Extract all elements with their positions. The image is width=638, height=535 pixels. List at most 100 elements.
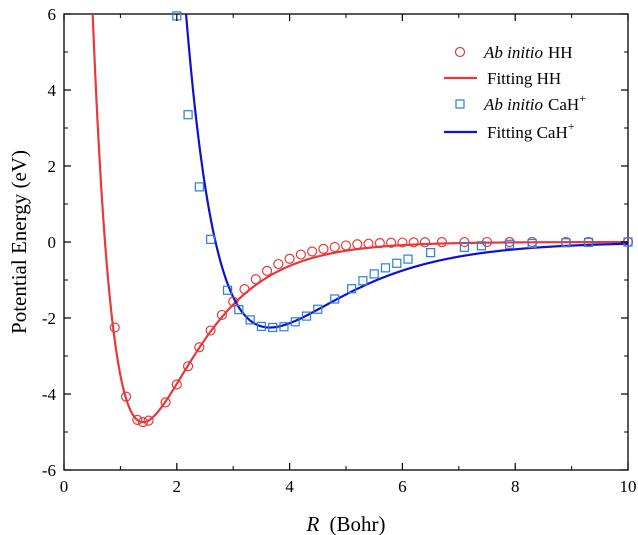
cah-data-point (476, 241, 486, 251)
hh-data-point (408, 237, 419, 248)
legend-label: Fitting CaH+ (487, 119, 575, 142)
cah-data-point (561, 238, 571, 248)
hh-data-point (273, 258, 284, 270)
cah-data-point (183, 110, 193, 120)
cah-data-point (279, 322, 289, 332)
cah-data-point (426, 248, 436, 258)
y-tick-label: 0 (48, 233, 57, 252)
hh-data-point (419, 237, 431, 248)
cah-data-point (358, 276, 368, 286)
hh-data-point (363, 238, 374, 249)
data-markers (109, 11, 634, 428)
cah-data-point (380, 263, 391, 273)
legend-item-hh-fit: Fitting HH (444, 69, 561, 88)
cah-data-point (504, 239, 515, 249)
hh-data-point (284, 253, 295, 264)
cah-data-point (194, 182, 204, 192)
legend-label-superscript: + (568, 119, 575, 133)
cah-data-point (583, 237, 594, 247)
hh-data-point (143, 415, 154, 426)
hh-data-point (132, 414, 143, 425)
cah-data-point (403, 254, 413, 264)
hh-data-point (318, 243, 329, 254)
cah-data-point (290, 317, 300, 327)
cah-data-point (330, 294, 340, 304)
ticks: 0 2 4 6 8 10 -6 -4 -2 0 2 4 6 (42, 5, 637, 496)
hh-fit-line (91, 14, 628, 424)
hh-data-point (307, 246, 318, 257)
x-tick-label: 6 (398, 477, 407, 496)
cah-data-point (234, 305, 244, 315)
legend-label: Ab initio HH (483, 43, 573, 62)
x-axis-title-variable: R (305, 512, 319, 535)
hh-data-point (250, 274, 261, 285)
cah-data-point (268, 322, 278, 333)
cah-fit-line (184, 14, 628, 329)
cah-data-point (301, 311, 312, 321)
hh-data-point (171, 379, 182, 390)
x-tick-label: 8 (511, 477, 520, 496)
hh-data-point (137, 417, 149, 428)
legend-item-cah-fit: Fitting CaH+ (444, 119, 575, 142)
hh-data-point (340, 240, 352, 251)
cah-data-point (459, 242, 470, 252)
hh-data-point (436, 237, 447, 248)
x-axis-title-unit: (Bohr) (330, 512, 386, 535)
legend-item-hh-points: Ab initio HH (454, 43, 573, 62)
cah-data-point (527, 238, 537, 249)
hh-data-point (295, 249, 306, 260)
svg-text:R (Bohr): R (Bohr) (305, 512, 385, 535)
y-tick-label: 4 (48, 81, 57, 100)
cah-data-point (347, 284, 357, 294)
legend-item-cah-points: Ab initio CaH+ (455, 91, 586, 114)
x-tick-label: 10 (620, 477, 637, 496)
hh-data-point (205, 325, 216, 336)
cah-data-point (256, 321, 266, 331)
hh-data-point (352, 239, 363, 250)
hh-data-point (239, 284, 250, 295)
y-tick-label: -4 (42, 385, 57, 404)
hh-data-point (261, 265, 273, 276)
legend-label-text: Fitting HH (487, 69, 561, 88)
x-tick-label: 4 (285, 477, 294, 496)
hh-data-point (160, 397, 171, 408)
legend-circle-marker (454, 46, 466, 58)
hh-data-point (397, 237, 408, 248)
hh-data-point (120, 391, 132, 402)
x-axis-title: R (Bohr) (305, 512, 385, 535)
y-tick-label: -6 (42, 461, 56, 480)
hh-data-point (194, 342, 205, 353)
x-tick-label: 0 (60, 477, 69, 496)
y-tick-label: 6 (48, 5, 57, 24)
cah-data-point (222, 285, 233, 295)
hh-data-point (182, 361, 194, 372)
legend-square-marker (455, 99, 465, 109)
cah-data-point (245, 315, 255, 325)
legend-label-superscript: + (579, 91, 586, 105)
legend-label-text: CaH (548, 95, 579, 114)
cah-data-point (313, 304, 323, 314)
hh-data-point (386, 237, 397, 248)
hh-data-point (329, 241, 340, 253)
plot-area (91, 11, 634, 428)
y-tick-label: 2 (48, 157, 57, 176)
hh-data-point (109, 322, 120, 333)
y-axis-title: Potential Energy (eV) (7, 150, 31, 334)
cah-data-point (206, 234, 216, 244)
hh-data-point (459, 236, 470, 248)
cah-data-point (369, 269, 379, 279)
legend-label-text: Fitting CaH (487, 123, 568, 142)
legend-label-text: HH (548, 43, 573, 62)
legend-label-italic: Ab initio (483, 43, 543, 62)
hh-data-point (374, 238, 385, 249)
hh-data-point (228, 296, 239, 307)
hh-data-point (216, 309, 228, 321)
y-tick-label: -2 (42, 309, 56, 328)
legend-label: Ab initio CaH+ (483, 91, 586, 114)
cah-data-point (392, 258, 402, 268)
legend-label: Fitting HH (487, 69, 561, 88)
fit-lines (91, 14, 628, 424)
legend-label-italic: Ab initio (483, 95, 543, 114)
